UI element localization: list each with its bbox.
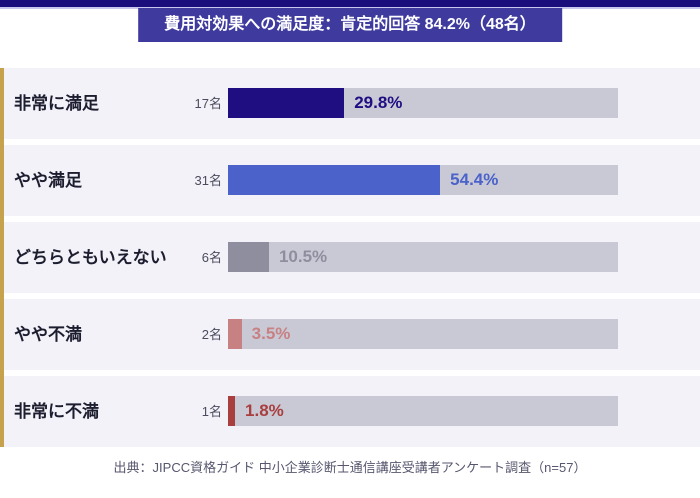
bar-track: 3.5% [228, 319, 618, 349]
respondent-count: 2名 [201, 327, 222, 342]
bar-segment [228, 396, 236, 426]
chart-row: やや満足 31名 54.4% [0, 145, 700, 216]
category-label: 非常に不満 [14, 402, 99, 421]
respondent-count: 6名 [201, 250, 222, 265]
left-accent-stripe [0, 68, 4, 447]
category-label: 非常に満足 [14, 94, 99, 113]
respondent-count: 31名 [194, 173, 222, 188]
value-label: 10.5% [278, 247, 328, 266]
chart-row: 非常に満足 17名 29.8% [0, 68, 700, 139]
bar-track: 10.5% [228, 242, 618, 272]
value-label: 54.4% [450, 170, 499, 189]
chart-row: やや不満 2名 3.5% [0, 299, 700, 370]
bar-track: 1.8% [228, 396, 618, 426]
chart-row: どちらともいえない 6名 10.5% [0, 222, 700, 293]
top-accent-bar [0, 0, 700, 7]
value-label: 29.8% [354, 93, 403, 112]
bar-segment [228, 319, 242, 349]
chart-row: 非常に不満 1名 1.8% [0, 376, 700, 447]
bar-track: 54.4% [228, 165, 618, 195]
category-label: やや満足 [14, 171, 82, 190]
bar-chart: 非常に満足 17名 29.8% やや満足 31名 54.4% どちらともいえない 6名 10.5… [0, 68, 700, 453]
bar-segment [228, 165, 441, 195]
chart-title: 費用対効果への満足度：肯定的回答 84.2%（48名） [164, 16, 536, 33]
category-label: やや不満 [14, 325, 82, 344]
bar-segment [228, 88, 345, 118]
respondent-count: 1名 [201, 404, 222, 419]
chart-title-banner: 費用対効果への満足度：肯定的回答 84.2%（48名） [138, 8, 562, 42]
source-note: 出典：JIPCC資格ガイド 中小企業診断士通信講座受講者アンケート調査（n=57… [113, 460, 587, 475]
value-label: 3.5% [251, 324, 291, 343]
value-label: 1.8% [245, 401, 284, 420]
category-label: どちらともいえない [14, 248, 167, 267]
bar-segment [228, 242, 269, 272]
bar-track: 29.8% [228, 88, 618, 118]
respondent-count: 17名 [194, 96, 222, 111]
